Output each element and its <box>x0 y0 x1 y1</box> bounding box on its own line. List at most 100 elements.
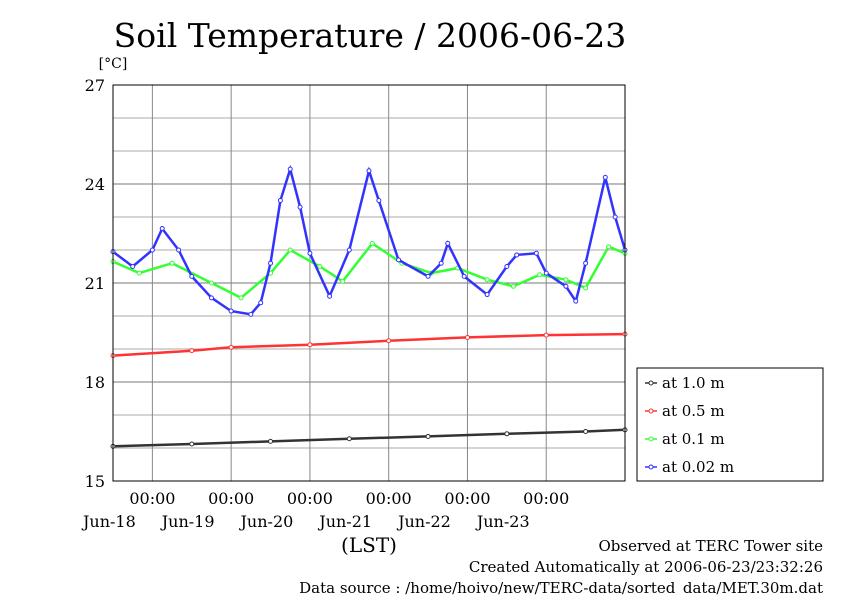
data-point <box>287 247 293 253</box>
data-point <box>238 295 244 301</box>
data-point <box>602 174 608 180</box>
data-point <box>208 295 214 301</box>
data-point <box>317 264 323 269</box>
data-point <box>606 244 612 250</box>
series-line <box>112 241 626 300</box>
legend-label: at 0.1 m <box>662 430 725 448</box>
data-point <box>461 273 467 279</box>
data-point <box>346 247 352 253</box>
y-tick-label: 24 <box>85 175 105 194</box>
data-point <box>366 168 372 174</box>
data-point <box>464 334 470 340</box>
data-point <box>258 300 264 306</box>
data-point <box>228 308 234 314</box>
footer-data-source: Data source : /home/hoivo/new/TERC-data/… <box>299 579 823 595</box>
series-line <box>112 332 626 357</box>
x-tick-labels: 00:00 Jun-18 00:00 Jun-19 00:00 Jun-20 00:00 Ju… <box>81 489 569 531</box>
data-point <box>130 264 136 269</box>
data-point <box>208 280 214 286</box>
legend-label: at 0.5 m <box>662 402 725 420</box>
data-point <box>438 260 444 266</box>
chart-title: Soil Temperature / 2006-06-23 <box>114 16 627 55</box>
legend-swatch-marker <box>648 436 654 442</box>
data-point <box>327 293 333 299</box>
x-tick-time-label: 00:00 <box>287 489 333 508</box>
data-point <box>189 348 195 354</box>
legend: at 1.0 m at 0.5 m at 0.1 m at 0.02 m <box>636 367 824 482</box>
data-point <box>504 431 510 437</box>
x-tick-time-label: 00:00 <box>366 489 412 508</box>
data-point <box>297 204 303 210</box>
data-point <box>537 272 543 278</box>
data-point <box>346 436 352 442</box>
x-axis-label: (LST) <box>341 533 397 557</box>
x-tick-date-label: Jun-21 <box>317 512 372 531</box>
y-tick-label: 18 <box>85 373 105 392</box>
x-tick-time-label: 00:00 <box>444 489 490 508</box>
x-tick-date-label: Jun-20 <box>239 512 294 531</box>
data-point <box>563 277 569 283</box>
y-tick-labels: 15 18 21 24 27 <box>85 76 105 491</box>
legend-label: at 1.0 m <box>662 374 725 392</box>
data-point <box>376 198 382 203</box>
data-point <box>136 270 142 276</box>
data-point <box>484 292 490 298</box>
data-point <box>583 260 589 266</box>
y-axis-unit-label: [°C] <box>99 56 128 72</box>
series-2 <box>110 240 628 301</box>
x-tick-time-label: 00:00 <box>523 489 569 508</box>
data-point <box>268 438 274 444</box>
data-point <box>573 298 579 304</box>
data-point <box>149 247 155 253</box>
y-tick-label: 27 <box>85 76 105 95</box>
data-point <box>189 273 195 279</box>
data-point <box>504 264 510 269</box>
data-point <box>369 240 375 246</box>
data-point <box>386 338 392 344</box>
series-1 <box>110 331 628 359</box>
x-tick-date-label: Jun-23 <box>475 512 530 531</box>
y-tick-label: 15 <box>85 472 105 491</box>
data-point <box>169 260 175 266</box>
x-tick-time-label: 00:00 <box>129 489 175 508</box>
data-point <box>268 260 274 266</box>
footer-observed: Observed at TERC Tower site <box>598 537 823 555</box>
data-point <box>563 283 569 289</box>
x-tick-date-label: Jun-22 <box>396 512 451 531</box>
data-point <box>248 311 254 317</box>
data-point <box>159 226 165 232</box>
series-line <box>112 164 627 316</box>
data-point <box>425 273 431 279</box>
legend-swatch-marker <box>648 408 654 414</box>
data-point <box>612 214 618 220</box>
legend-swatch-marker <box>648 380 654 386</box>
data-point <box>543 332 549 338</box>
data-point <box>340 278 346 284</box>
data-point <box>583 429 589 434</box>
data-point <box>543 270 549 276</box>
legend-swatch-marker <box>648 464 654 470</box>
plot-frame <box>112 84 626 482</box>
series-3 <box>110 164 628 317</box>
x-tick-date-label: Jun-18 <box>81 512 136 531</box>
data-point <box>514 252 520 258</box>
legend-box <box>636 367 824 482</box>
series-0 <box>110 427 628 449</box>
x-tick-date-label: Jun-19 <box>160 512 215 531</box>
series-layer <box>110 164 628 449</box>
series-line <box>112 428 626 448</box>
footer-created: Created Automatically at 2006-06-23/23:3… <box>469 558 823 576</box>
data-point <box>533 250 539 256</box>
data-point <box>445 240 451 246</box>
data-point <box>307 342 313 348</box>
data-point <box>189 441 195 447</box>
y-tick-label: 21 <box>85 274 105 293</box>
data-point <box>287 166 293 172</box>
data-point <box>510 283 516 289</box>
data-point <box>307 250 313 256</box>
data-point <box>228 344 234 350</box>
data-point <box>484 277 490 283</box>
data-point <box>176 247 182 253</box>
data-point <box>277 198 283 203</box>
